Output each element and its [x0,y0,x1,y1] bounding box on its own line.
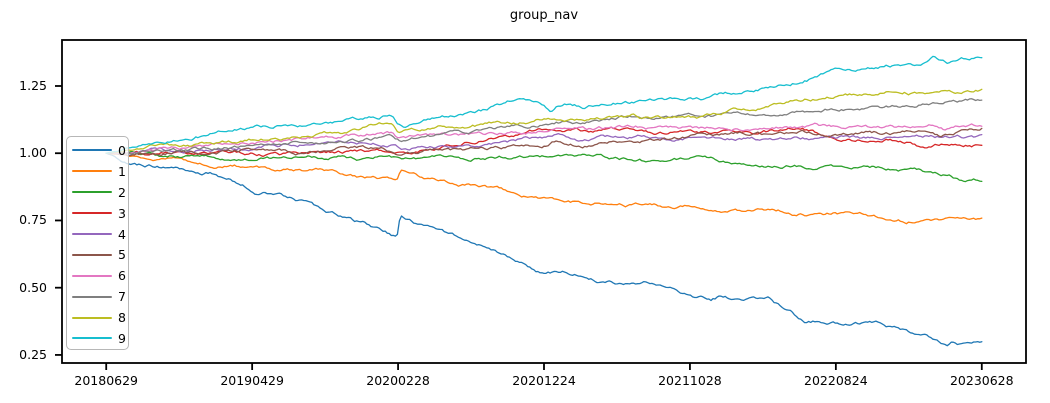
chart-title: group_nav [509,8,579,23]
legend-line-sample-4 [72,233,112,235]
legend-label-2: 2 [118,184,126,200]
legend-entry-2: 2 [72,182,128,203]
legend-line-sample-8 [72,316,112,319]
x-tick-label: 20200228 [366,373,430,388]
legend-line-sample-9 [72,337,112,340]
legend-entry-0: 0 [72,140,128,161]
x-tick-label: 20201224 [512,373,576,388]
legend-line-sample-2 [72,191,112,194]
legend: 0 1 2 3 4 5 6 7 8 9 [66,136,129,350]
legend-line-sample-3 [72,212,112,215]
legend-entry-6: 6 [72,265,128,286]
x-tick-label: 20211028 [658,373,722,388]
y-tick-label: 0.50 [19,279,47,295]
line-series-1 [105,152,983,225]
line-series-4 [105,132,983,155]
legend-line-sample-5 [72,253,112,256]
legend-line-sample-7 [72,295,112,298]
legend-label-6: 6 [118,268,126,284]
y-tick-label: 1.25 [19,77,47,93]
line-series-2 [105,151,983,183]
legend-line-sample-1 [72,170,112,173]
legend-entry-8: 8 [72,307,128,328]
legend-label-1: 1 [118,163,126,179]
line-series-3 [105,126,983,158]
x-tick-label: 20180629 [74,373,139,388]
y-tick-label: 0.25 [19,346,47,362]
line-series-6 [105,122,983,155]
legend-entry-9: 9 [72,328,128,349]
legend-entry-7: 7 [72,286,128,307]
legend-label-4: 4 [118,226,126,242]
legend-label-8: 8 [118,310,126,326]
line-series-7 [105,98,983,155]
legend-line-sample-0 [72,149,112,152]
legend-entry-3: 3 [72,203,128,224]
legend-line-sample-6 [72,274,112,277]
x-tick-label: 20220824 [804,373,868,388]
x-tick-label: 20230628 [949,373,1014,388]
line-series-5 [105,127,983,157]
legend-entry-5: 5 [72,244,128,265]
legend-label-3: 3 [118,205,126,221]
legend-label-0: 0 [118,142,126,158]
line-series-9 [105,55,983,154]
x-tick-label: 20190429 [220,373,284,388]
axes-frame [61,39,1027,364]
y-tick-label: 1.00 [19,145,47,161]
line-series-8 [105,88,983,154]
y-tick-label: 0.75 [19,212,47,228]
legend-label-5: 5 [118,247,126,263]
legend-entry-4: 4 [72,224,128,245]
legend-label-7: 7 [118,289,126,305]
line-series-0 [105,152,983,347]
legend-label-9: 9 [118,330,126,346]
legend-entry-1: 1 [72,161,128,182]
